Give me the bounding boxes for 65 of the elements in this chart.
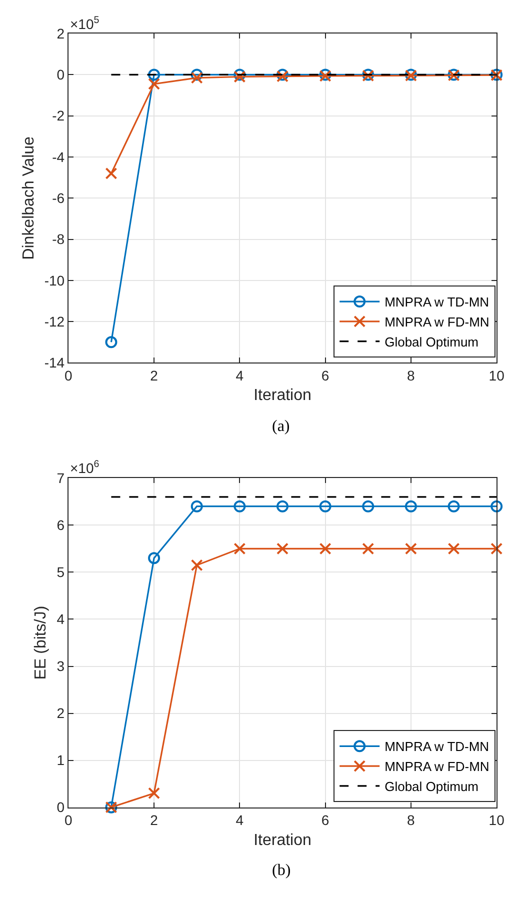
- legend-label: MNPRA w FD-MN: [384, 759, 490, 774]
- x-axis-title: Iteration: [254, 832, 312, 849]
- text: (b): [272, 862, 291, 879]
- y-tick-label: 7: [56, 470, 65, 486]
- x-tick-label: 8: [407, 812, 416, 828]
- y-tick-label: -4: [52, 148, 65, 165]
- point: [148, 552, 160, 564]
- y-tick-label: 2: [56, 25, 65, 42]
- y-tick-label: -12: [44, 313, 65, 330]
- x-tick-label: 10: [488, 368, 505, 384]
- y-axis-title: EE (bits/J): [32, 606, 50, 680]
- point: [190, 72, 203, 84]
- x-tick-label: 4: [236, 368, 244, 384]
- legend-label: MNPRA w FD-MN: [384, 314, 490, 330]
- point: [362, 542, 374, 555]
- point: [190, 68, 203, 81]
- text: ×10$^{6}$: [70, 459, 100, 476]
- point: [234, 500, 246, 512]
- legend-label: MNPRA w TD-MN: [384, 294, 490, 310]
- y-tick-label: -14: [44, 354, 65, 371]
- point: [490, 500, 503, 512]
- legend-label: Global Optimum: [384, 334, 479, 350]
- y-tick-label: 6: [56, 517, 65, 534]
- point: [234, 542, 246, 555]
- point: [448, 500, 460, 512]
- y-tick-label: 1: [56, 752, 65, 768]
- y-tick-label: -10: [44, 272, 65, 288]
- y-tick-label: -6: [52, 190, 65, 206]
- text: ×10$^{5}$: [70, 15, 100, 32]
- y-tick-label: 3: [56, 658, 65, 674]
- x-tick-label: 6: [321, 368, 330, 384]
- point: [148, 78, 160, 90]
- x-tick-label: 2: [150, 368, 158, 384]
- y-tick-label: 0: [56, 799, 65, 816]
- x-tick-label: 10: [488, 812, 505, 828]
- point: [148, 68, 160, 81]
- y-tick-label: 0: [56, 66, 65, 83]
- y-axis-title: Dinkelbach Value: [20, 136, 38, 260]
- text: (a): [272, 418, 290, 435]
- point: [448, 542, 460, 555]
- legend-label: MNPRA w TD-MN: [384, 739, 490, 754]
- point: [404, 500, 417, 512]
- y-tick-label: -8: [52, 231, 65, 248]
- point: [319, 500, 332, 512]
- x-tick-label: 6: [321, 812, 330, 828]
- y-tick-label: 2: [56, 705, 65, 722]
- x-tick-label: 4: [236, 812, 244, 828]
- y-tick-label: 5: [56, 564, 65, 580]
- point: [105, 167, 118, 180]
- point: [404, 542, 417, 555]
- point: [105, 336, 118, 348]
- point: [148, 787, 160, 800]
- point: [362, 500, 374, 512]
- point: [276, 500, 288, 512]
- legend-label: Global Optimum: [384, 779, 479, 794]
- x-tick-label: 2: [150, 812, 158, 828]
- y-tick-label: -2: [52, 108, 65, 124]
- x-tick-label: 8: [407, 368, 416, 384]
- point: [190, 559, 203, 572]
- y-tick-label: 4: [56, 611, 65, 628]
- point: [276, 542, 288, 555]
- point: [319, 542, 332, 555]
- point: [190, 500, 203, 512]
- x-axis-title: Iteration: [254, 387, 312, 404]
- point: [490, 542, 503, 555]
